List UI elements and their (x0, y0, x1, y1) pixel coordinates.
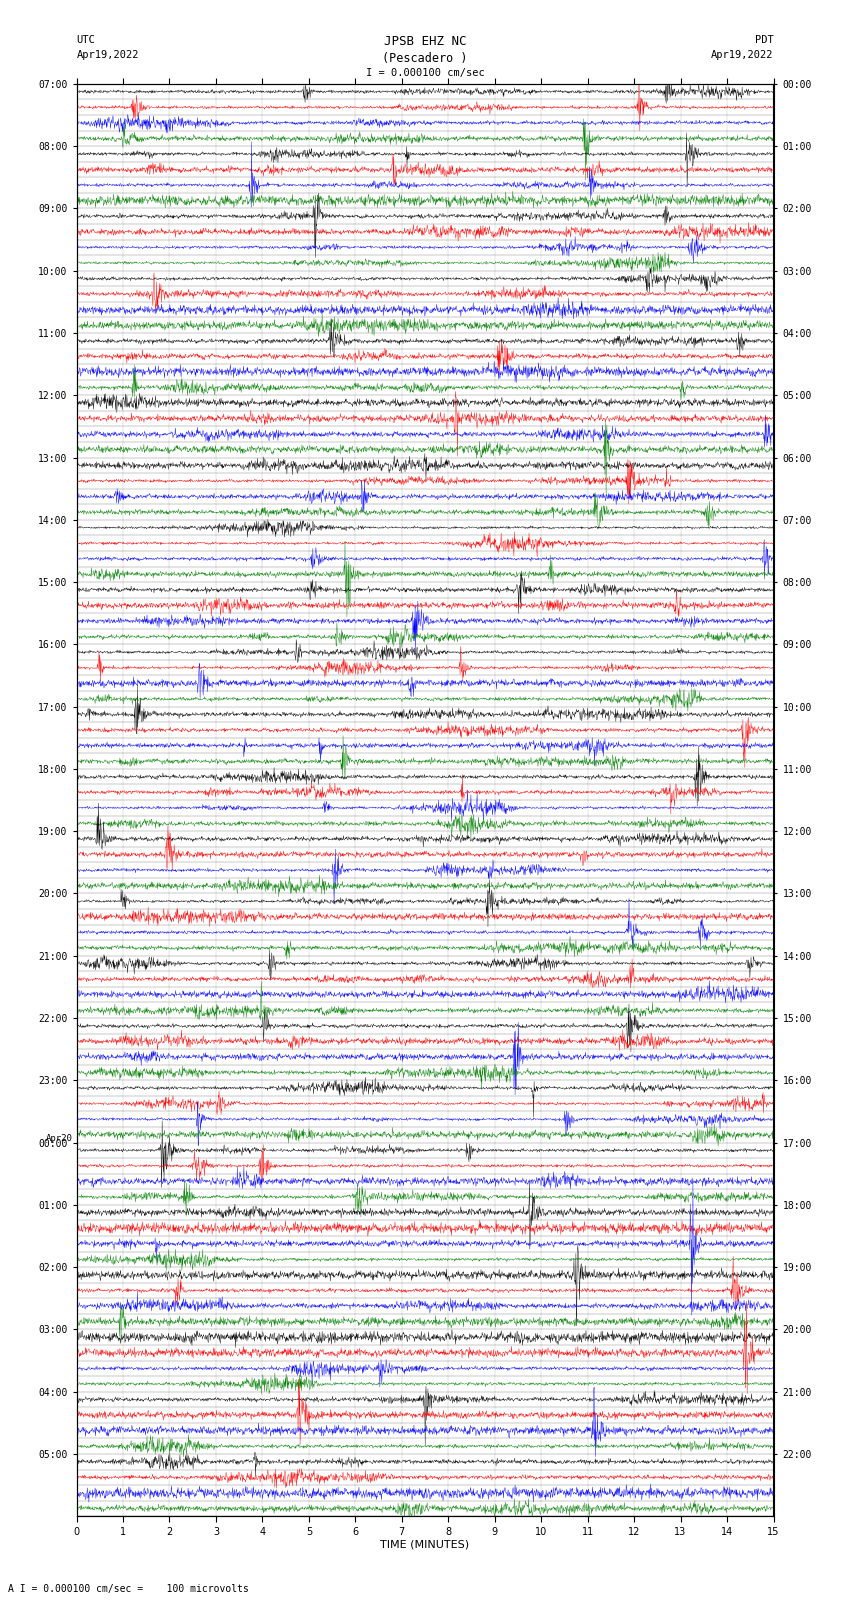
Text: Apr19,2022: Apr19,2022 (76, 50, 139, 60)
Text: JPSB EHZ NC: JPSB EHZ NC (383, 35, 467, 48)
Text: A I = 0.000100 cm/sec =    100 microvolts: A I = 0.000100 cm/sec = 100 microvolts (8, 1584, 249, 1594)
Text: (Pescadero ): (Pescadero ) (382, 52, 468, 65)
X-axis label: TIME (MINUTES): TIME (MINUTES) (381, 1539, 469, 1550)
Text: UTC: UTC (76, 35, 95, 45)
Text: I = 0.000100 cm/sec: I = 0.000100 cm/sec (366, 68, 484, 77)
Text: Apr19,2022: Apr19,2022 (711, 50, 774, 60)
Text: PDT: PDT (755, 35, 774, 45)
Text: Apr20: Apr20 (45, 1134, 72, 1142)
